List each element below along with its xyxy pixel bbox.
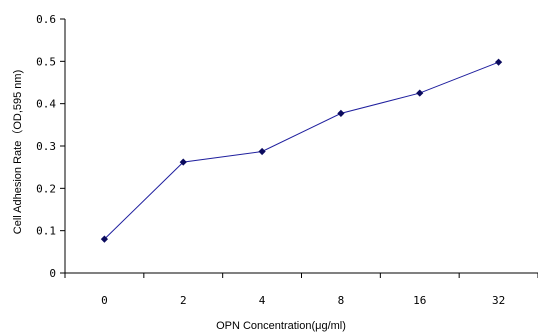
y-tick-label: 0.2 xyxy=(36,182,56,195)
x-tick-label: 16 xyxy=(413,294,426,307)
y-tick-label: 0.1 xyxy=(36,225,56,238)
y-tick-label: 0.4 xyxy=(36,98,56,111)
data-point xyxy=(258,147,266,156)
series-layer xyxy=(100,58,503,243)
x-tick-label: 8 xyxy=(338,294,345,307)
y-tick-label: 0.6 xyxy=(36,13,56,26)
x-tick-label: 2 xyxy=(180,294,187,307)
x-tick-label: 32 xyxy=(492,294,505,307)
series-line xyxy=(104,61,499,240)
data-point xyxy=(494,58,503,66)
y-tick-label: 0.5 xyxy=(36,55,56,68)
data-point xyxy=(337,109,345,118)
y-axis: 0 0.1 0.2 0.3 0.4 0.5 0.6 xyxy=(36,13,66,280)
x-tick-label: 0 xyxy=(101,294,108,307)
y-axis-title: Cell Adhesion Rate（OD,595 nm) xyxy=(11,70,24,234)
data-point xyxy=(416,89,424,97)
y-tick-label: 0 xyxy=(49,267,56,280)
x-axis: 0 2 4 8 16 32 xyxy=(64,272,538,307)
x-axis-title: OPN Concentration(μg/ml) xyxy=(216,320,346,332)
data-point xyxy=(179,158,187,166)
data-point xyxy=(100,235,109,243)
x-tick-label: 4 xyxy=(259,294,266,307)
y-tick-label: 0.3 xyxy=(36,140,56,153)
